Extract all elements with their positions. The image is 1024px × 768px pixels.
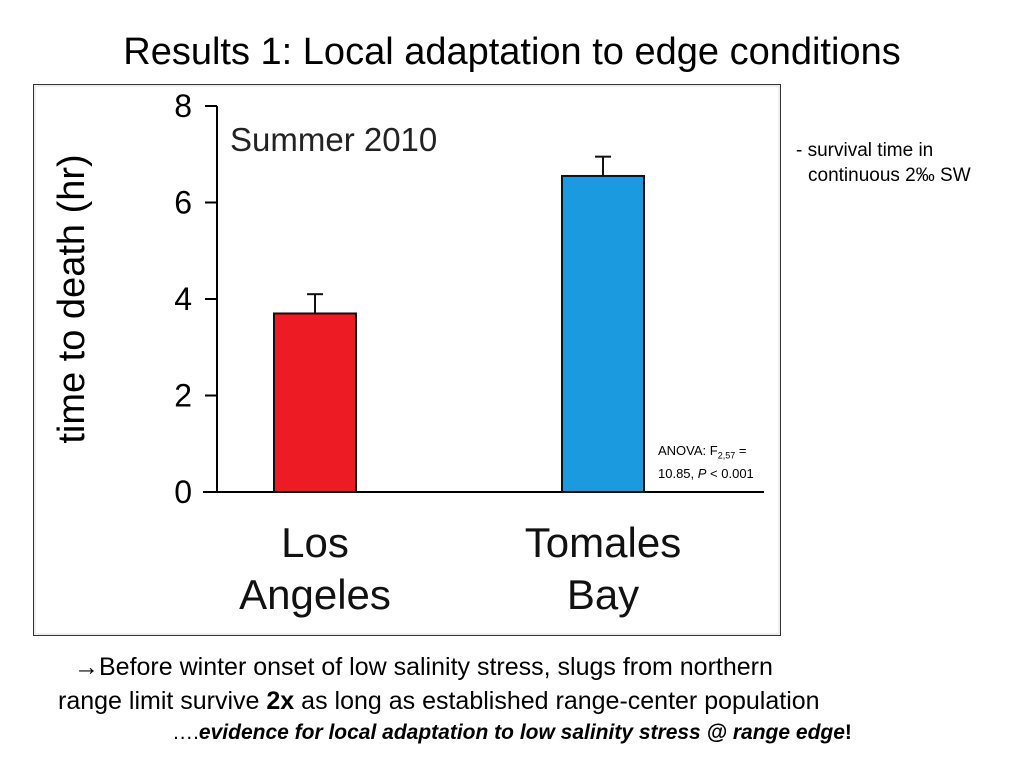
conclusion-line1-text: Before winter onset of low salinity stre… bbox=[99, 653, 773, 681]
conclusion-line2-pre: range limit survive bbox=[58, 687, 267, 715]
conclusion-line3: ….evidence for local adaptation to low s… bbox=[0, 718, 1024, 748]
anova-annotation: ANOVA: F2,57 = 10.85, P < 0.001 bbox=[658, 442, 778, 482]
anova-df: 2,57 bbox=[717, 450, 736, 461]
anova-f-value: 10.85, bbox=[658, 465, 698, 481]
conclusion-line3-post: ! bbox=[844, 721, 852, 744]
y-tick-label: 6 bbox=[174, 185, 192, 221]
conclusion-line2: range limit survive 2x as long as establ… bbox=[0, 684, 1024, 718]
x-tick-label: Los bbox=[281, 519, 349, 566]
conclusion-line3-emphasis: evidence for local adaptation to low sal… bbox=[198, 721, 845, 744]
side-note-line2: continuous 2‰ SW bbox=[808, 165, 971, 186]
chart-frame: 0 2 4 6 8 time to death (hr) Summer 2010 Los Ang… bbox=[33, 84, 781, 636]
y-axis-label: time to death (hr) bbox=[51, 154, 93, 443]
anova-p-symbol: P bbox=[697, 465, 707, 481]
bar-chart: 0 2 4 6 8 time to death (hr) Summer 2010 Los Ang… bbox=[51, 88, 764, 618]
conclusion-line2-post: as long as established range-center popu… bbox=[294, 687, 820, 715]
conclusion-line2-bold: 2x bbox=[266, 687, 295, 715]
x-tick-label: Tomales bbox=[525, 519, 681, 566]
anova-prefix: ANOVA: F bbox=[658, 443, 718, 458]
chart-title: Summer 2010 bbox=[230, 121, 437, 158]
side-note: - survival time in continuous 2‰ SW bbox=[796, 138, 1024, 188]
x-tick-label: Bay bbox=[567, 571, 639, 618]
y-tick-label: 0 bbox=[174, 474, 192, 510]
slide-title: Results 1: Local adaptation to edge cond… bbox=[123, 31, 901, 73]
y-tick-label: 4 bbox=[174, 281, 192, 317]
y-tick-label: 8 bbox=[174, 88, 192, 124]
anova-p-value: < 0.001 bbox=[706, 465, 754, 481]
bar bbox=[561, 174, 645, 494]
x-tick-label: Angeles bbox=[239, 571, 391, 618]
conclusion-line1: →Before winter onset of low salinity str… bbox=[0, 650, 1024, 684]
anova-suffix: = bbox=[735, 443, 747, 458]
conclusion: →Before winter onset of low salinity str… bbox=[0, 650, 1024, 748]
side-note-line1: - survival time in bbox=[796, 140, 934, 161]
conclusion-line3-pre: …. bbox=[172, 721, 199, 744]
bar bbox=[273, 312, 357, 493]
y-tick-label: 2 bbox=[174, 378, 192, 414]
arrow-icon: → bbox=[74, 653, 99, 681]
